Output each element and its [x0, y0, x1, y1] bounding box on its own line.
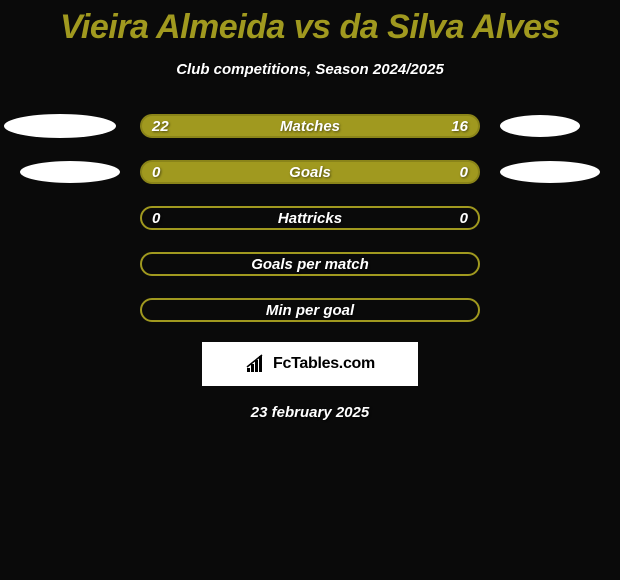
stat-bar: 0 Hattricks 0 [140, 206, 480, 230]
stat-rows: 22 Matches 16 0 Goals 0 0 Hattricks 0 Goals per m… [0, 114, 620, 322]
logo-text: FcTables.com [273, 355, 375, 373]
stat-row: Goals per match [0, 252, 620, 276]
stat-label: Hattricks [278, 210, 342, 227]
stat-bar: 22 Matches 16 [140, 114, 480, 138]
stat-label: Goals [289, 164, 331, 181]
stat-label: Matches [280, 118, 340, 135]
stat-bar: 0 Goals 0 [140, 160, 480, 184]
stat-bar: Goals per match [140, 252, 480, 276]
stat-left-value: 22 [152, 118, 169, 135]
stat-label: Min per goal [266, 302, 354, 319]
stat-row: 22 Matches 16 [0, 114, 620, 138]
subtitle: Club competitions, Season 2024/2025 [0, 61, 620, 78]
stat-row: 0 Hattricks 0 [0, 206, 620, 230]
page-title: Vieira Almeida vs da Silva Alves [0, 0, 620, 47]
ellipse-right [500, 161, 600, 183]
date-label: 23 february 2025 [0, 404, 620, 421]
ellipse-left [20, 161, 120, 183]
stat-bar: Min per goal [140, 298, 480, 322]
chart-icon [245, 354, 269, 374]
stat-label: Goals per match [251, 256, 369, 273]
stat-right-value: 0 [460, 164, 468, 181]
stat-row: Min per goal [0, 298, 620, 322]
logo: FcTables.com [202, 342, 418, 386]
stat-row: 0 Goals 0 [0, 160, 620, 184]
ellipse-right [500, 115, 580, 137]
stat-right-value: 0 [460, 210, 468, 227]
stat-right-value: 16 [451, 118, 468, 135]
ellipse-left [4, 114, 116, 138]
stat-left-value: 0 [152, 164, 160, 181]
stat-left-value: 0 [152, 210, 160, 227]
